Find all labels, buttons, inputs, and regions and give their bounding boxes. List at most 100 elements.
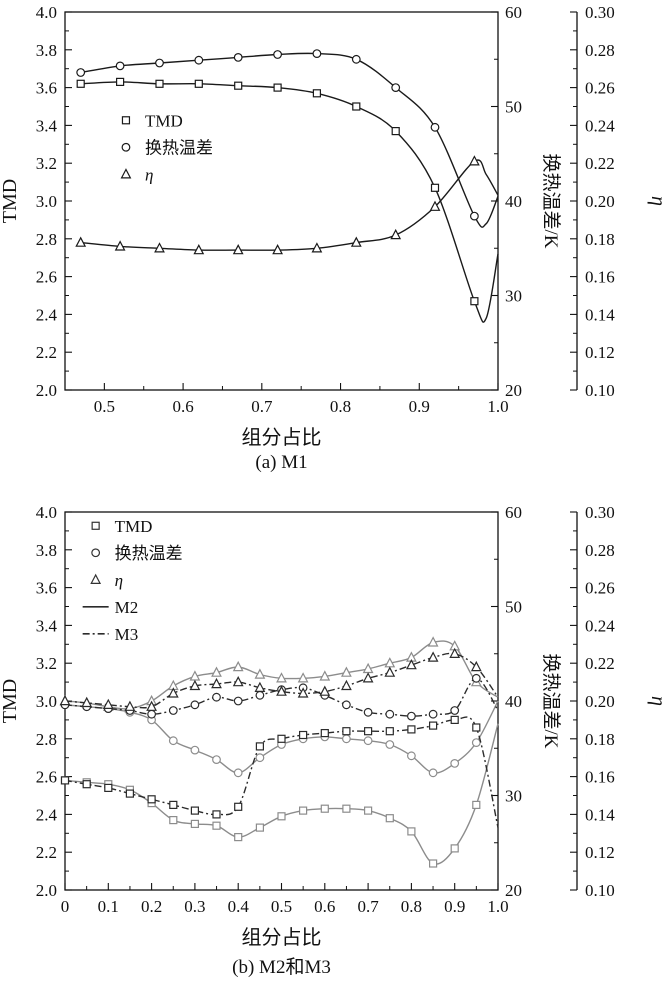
triangle-marker: [469, 155, 480, 166]
square-marker: [342, 804, 351, 813]
square-marker: [169, 800, 178, 810]
right1-tick-label: 50: [505, 598, 522, 617]
x-axis: 0.5 0.6 0.7 0.8 0.9 1.0: [94, 383, 509, 416]
series-a-circle-markers: [76, 49, 479, 221]
circle-marker: [190, 700, 200, 710]
circle-marker: [273, 50, 283, 59]
x-tick-label: 0.1: [98, 897, 119, 916]
circle-marker: [194, 55, 204, 65]
square-marker: [429, 721, 438, 730]
circle-marker: [391, 83, 401, 92]
right1-tick-label: 20: [505, 381, 522, 400]
circle-marker: [233, 768, 243, 778]
left-tick-label: 3.0: [36, 192, 57, 211]
left-tick-label: 3.0: [36, 692, 57, 711]
triangle-marker: [232, 660, 244, 672]
triangle-marker: [167, 687, 179, 698]
series-b-M3-triangle-line: [64, 652, 499, 709]
y-axis-right1: 20 30 40 50 60: [491, 503, 522, 900]
triangle-marker: [470, 660, 482, 672]
square-marker: [450, 715, 459, 725]
triangle-marker: [124, 700, 136, 711]
right2-tick-label: 0.24: [585, 116, 615, 135]
triangle-marker: [350, 236, 362, 247]
left-tick-label: 2.6: [36, 768, 57, 787]
square-marker: [312, 89, 321, 98]
left-tick-label: 4.0: [36, 503, 57, 522]
y-axis-right2: 0.10 0.12 0.14 0.16 0.18 0.20 0.22 0.24 0.26 0.28…: [570, 3, 615, 400]
triangle-marker: [189, 679, 201, 691]
legend-label: M3: [115, 625, 139, 644]
triangle-marker: [449, 647, 461, 659]
right2-tick-label: 0.10: [585, 881, 615, 900]
right2-tick-label: 0.24: [585, 616, 615, 635]
right2-tick-label: 0.16: [585, 268, 615, 287]
x-tick-label: 0.8: [330, 397, 351, 416]
left-tick-label: 3.6: [36, 79, 57, 98]
triangle-marker: [254, 668, 266, 679]
legend-label: η: [145, 165, 153, 184]
square-marker: [472, 723, 481, 732]
triangle-marker: [297, 672, 309, 683]
square-marker: [234, 81, 243, 90]
x-tick-label: 1.0: [487, 897, 508, 916]
right2-tick-label: 0.12: [585, 843, 615, 862]
square-marker: [104, 783, 113, 793]
triangle-marker: [319, 685, 331, 696]
x-tick-label: 0.6: [314, 897, 335, 916]
square-marker: [155, 79, 164, 88]
circle-marker: [363, 707, 373, 717]
triangle-marker: [154, 242, 165, 253]
triangle-marker: [272, 244, 283, 255]
left-tick-label: 2.2: [36, 343, 57, 362]
x-tick-label: 0.9: [444, 897, 465, 916]
circle-marker: [168, 736, 178, 746]
triangle-marker: [211, 677, 222, 689]
circle-marker: [470, 211, 479, 221]
xlabel: 组分占比: [242, 926, 322, 949]
triangle-marker: [75, 236, 87, 247]
square-marker: [472, 800, 481, 810]
square-marker: [255, 742, 264, 751]
left-tick-label: 3.8: [36, 541, 57, 560]
circle-marker: [255, 690, 265, 700]
right2-tick-label: 0.10: [585, 381, 615, 400]
left-tick-label: 3.2: [36, 654, 57, 673]
x-tick-label: 0.7: [357, 897, 379, 916]
left-tick-label: 3.6: [36, 579, 57, 598]
triangle-marker: [102, 698, 114, 710]
triangle-marker: [146, 700, 157, 711]
square-marker: [212, 810, 221, 819]
triangle-marker: [232, 244, 244, 255]
square-marker: [320, 728, 329, 738]
circle-marker: [212, 692, 221, 702]
triangle-marker: [59, 694, 71, 706]
right2-tick-label: 0.18: [585, 730, 615, 749]
triangle-marker: [341, 666, 352, 677]
right2-tick-label: 0.22: [585, 654, 615, 673]
triangle-marker: [384, 666, 396, 677]
square-marker: [364, 727, 373, 736]
series-a-triangle-markers: [75, 155, 480, 255]
square-marker: [255, 823, 264, 832]
square-marker: [234, 802, 243, 811]
left-tick-label: 4.0: [36, 3, 57, 22]
x-tick-label: 1.0: [487, 397, 508, 416]
triangle-marker: [193, 244, 205, 255]
circle-marker: [115, 61, 125, 71]
circle-marker: [407, 751, 416, 761]
x-tick-label: 0.3: [184, 897, 205, 916]
square-marker: [277, 734, 286, 743]
legend-label: TMD: [115, 517, 153, 536]
series-a-circle-line: [80, 52, 499, 228]
right1-tick-label: 30: [505, 787, 522, 806]
x-tick-label: 0.4: [228, 897, 250, 916]
circle-marker: [471, 673, 481, 683]
circle-marker: [342, 734, 351, 744]
right2-tick-label: 0.22: [585, 154, 615, 173]
left-tick-label: 2.8: [36, 230, 57, 249]
circle-marker: [450, 706, 460, 715]
left-tick-label: 2.0: [36, 381, 57, 400]
square-marker: [76, 79, 85, 88]
